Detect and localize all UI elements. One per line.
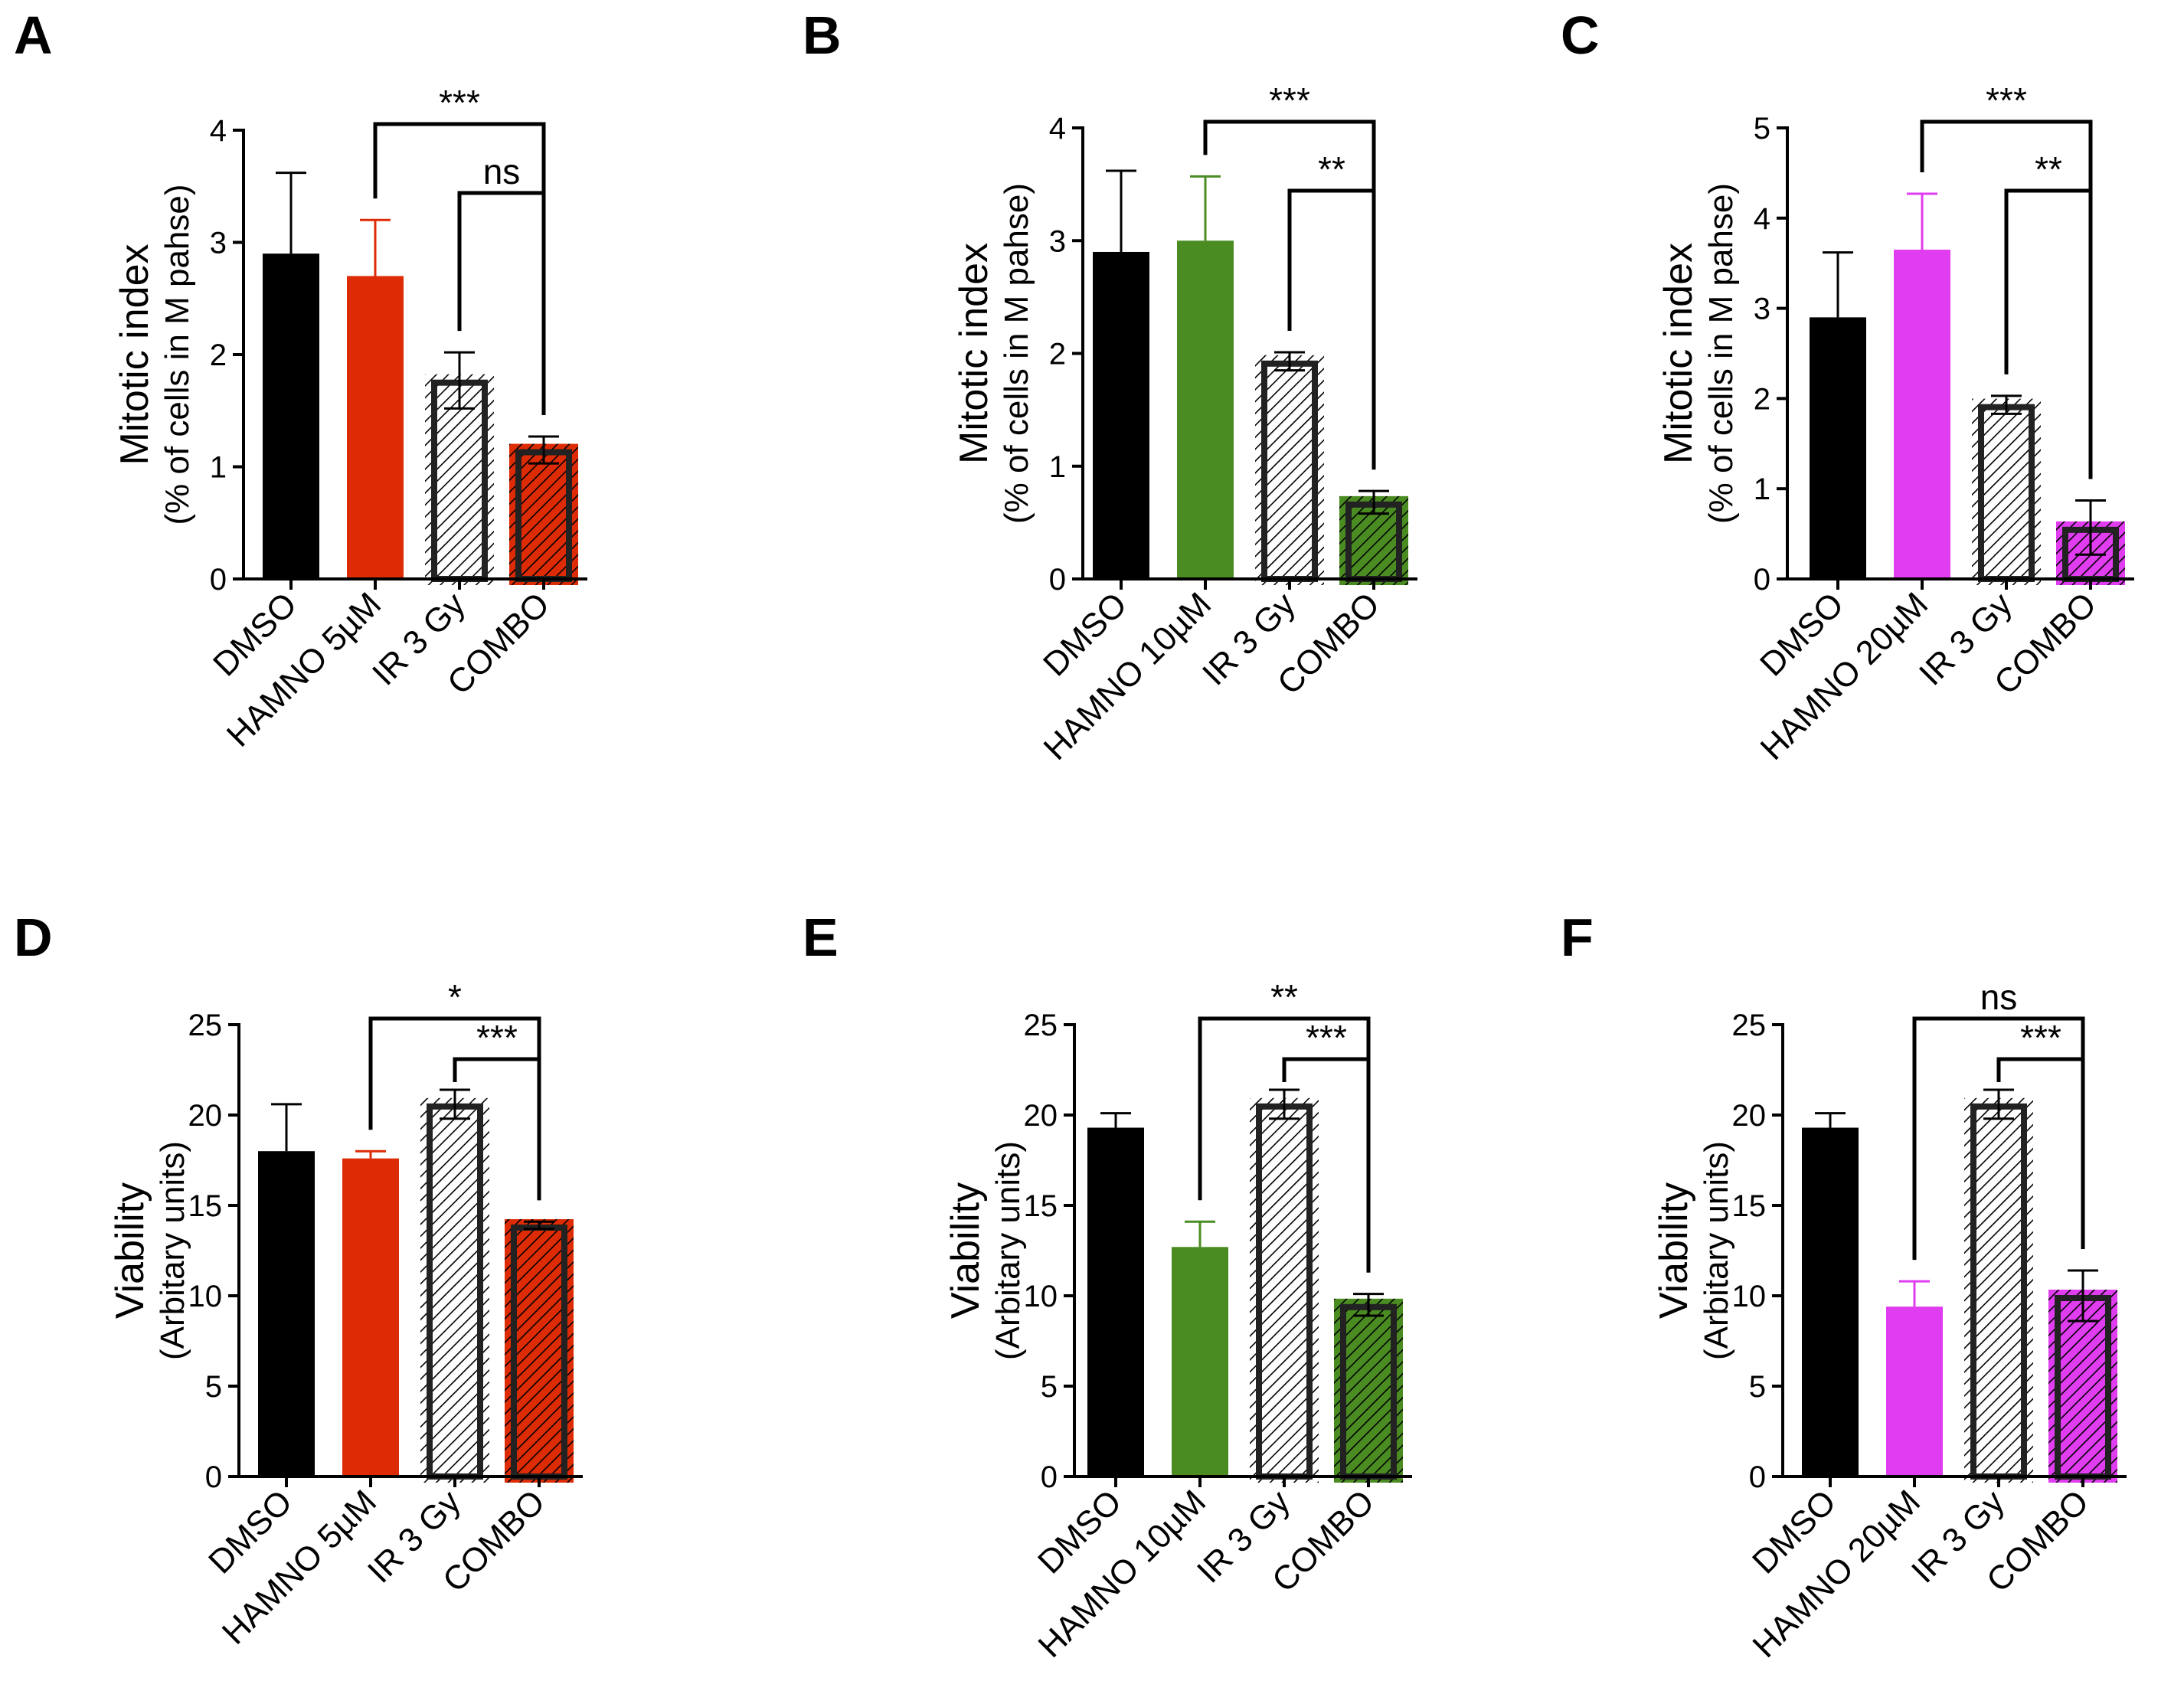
significance-bracket xyxy=(457,191,546,415)
significance-label: *** xyxy=(476,1018,518,1058)
y-tick-label: 0 xyxy=(1041,1460,1058,1494)
y-tick-label: 0 xyxy=(205,1460,222,1494)
y-axis-subtitle: (% of cells in M pahse) xyxy=(998,183,1035,524)
bar-1 xyxy=(1810,317,1866,579)
y-tick-label: 2 xyxy=(1754,382,1770,416)
significance-label: ns xyxy=(483,152,521,191)
y-tick-label: 25 xyxy=(1732,1009,1767,1042)
y-tick-label: 2 xyxy=(210,338,227,372)
significance-label: *** xyxy=(2020,1018,2061,1058)
y-axis-subtitle: (Arbitary units) xyxy=(989,1141,1027,1360)
y-axis-subtitle: (Arbitary units) xyxy=(154,1141,191,1360)
bar-2 xyxy=(1886,1306,1943,1477)
bar-2 xyxy=(1894,250,1950,579)
panel-letter: D xyxy=(14,908,53,967)
significance-bracket xyxy=(2004,188,2093,479)
significance-label: * xyxy=(448,977,462,1017)
bar-2 xyxy=(342,1158,399,1477)
significance-label: *** xyxy=(1986,80,2027,120)
y-axis-title: Viability xyxy=(108,1182,152,1319)
y-tick-label: 0 xyxy=(1049,563,1066,597)
significance-bracket xyxy=(1996,1057,2085,1249)
y-tick-label: 25 xyxy=(188,1009,223,1042)
y-axis-subtitle: (Arbitary units) xyxy=(1698,1141,1735,1360)
bar-2 xyxy=(347,276,404,579)
bar-1 xyxy=(1802,1127,1859,1477)
significance-label: ** xyxy=(1270,977,1298,1017)
y-tick-label: 20 xyxy=(1732,1099,1767,1133)
significance-bracket xyxy=(1282,1057,1371,1273)
significance-bracket xyxy=(1287,188,1376,470)
y-tick-label: 3 xyxy=(1049,224,1066,258)
y-tick-label: 5 xyxy=(1754,112,1770,146)
significance-label: *** xyxy=(1269,80,1310,120)
y-tick-label: 1 xyxy=(1754,473,1770,506)
y-axis-title: Mitotic index xyxy=(113,244,157,466)
y-tick-label: 10 xyxy=(1024,1280,1058,1313)
y-tick-label: 4 xyxy=(1049,112,1066,146)
panel-letter: B xyxy=(803,5,842,65)
y-tick-label: 4 xyxy=(210,114,227,148)
significance-label: *** xyxy=(439,83,480,123)
y-tick-label: 20 xyxy=(188,1099,223,1133)
bar-2 xyxy=(1172,1247,1228,1477)
significance-bracket xyxy=(453,1057,541,1201)
y-tick-label: 4 xyxy=(1754,202,1770,236)
y-tick-label: 5 xyxy=(205,1370,222,1404)
y-tick-label: 15 xyxy=(1024,1189,1058,1223)
y-axis-title: Viability xyxy=(943,1182,988,1319)
y-tick-label: 5 xyxy=(1041,1370,1058,1404)
y-axis-title: Viability xyxy=(1652,1182,1696,1319)
panel-letter: F xyxy=(1561,908,1594,967)
panel-letter: A xyxy=(14,5,53,65)
y-tick-label: 25 xyxy=(1024,1009,1058,1042)
panel-letter: E xyxy=(803,908,839,967)
bar-1 xyxy=(1093,251,1149,579)
y-tick-label: 3 xyxy=(210,227,227,260)
panel-letter: C xyxy=(1561,5,1600,65)
y-tick-label: 2 xyxy=(1049,338,1066,371)
bar-1 xyxy=(1087,1127,1144,1477)
y-axis-subtitle: (% of cells in M pahse) xyxy=(159,184,196,525)
y-tick-label: 10 xyxy=(188,1280,223,1313)
y-tick-label: 20 xyxy=(1024,1099,1058,1133)
significance-label: *** xyxy=(1306,1018,1347,1058)
y-tick-label: 5 xyxy=(1749,1370,1766,1404)
y-tick-label: 0 xyxy=(1749,1460,1766,1494)
y-tick-label: 15 xyxy=(188,1189,223,1223)
significance-label: ** xyxy=(1318,149,1345,189)
y-axis-subtitle: (% of cells in M pahse) xyxy=(1702,183,1740,524)
significance-label: ** xyxy=(2035,149,2062,189)
y-tick-label: 10 xyxy=(1732,1280,1767,1313)
y-axis-title: Mitotic index xyxy=(1656,243,1701,464)
bar-2 xyxy=(1177,240,1234,579)
y-axis-title: Mitotic index xyxy=(952,243,996,464)
y-tick-label: 1 xyxy=(1049,450,1066,484)
y-tick-label: 1 xyxy=(210,451,227,485)
y-tick-label: 0 xyxy=(1754,563,1770,597)
significance-label: ns xyxy=(1980,977,2018,1017)
y-tick-label: 3 xyxy=(1754,293,1770,326)
bar-1 xyxy=(263,253,319,579)
y-tick-label: 0 xyxy=(210,563,227,597)
y-tick-label: 15 xyxy=(1732,1189,1767,1223)
bar-1 xyxy=(258,1151,315,1477)
